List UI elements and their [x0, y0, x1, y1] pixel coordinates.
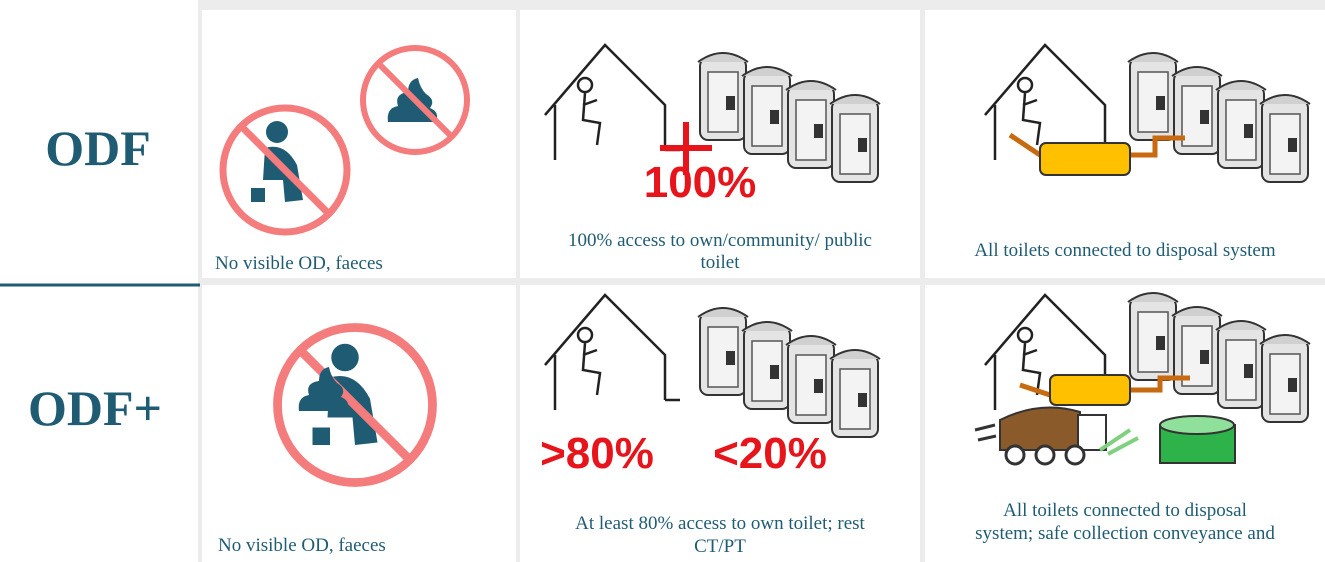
caption: No visible OD, faeces — [218, 535, 386, 556]
figure-label: <20% — [713, 429, 827, 478]
row-label: ODF — [45, 120, 151, 176]
cell — [202, 10, 516, 278]
caption: CT/PT — [694, 536, 746, 557]
caption: All toilets connected to disposal system — [974, 240, 1276, 261]
figure-label: >80% — [540, 429, 654, 478]
caption: system; safe collection conveyance and — [975, 523, 1275, 544]
caption: At least 80% access to own toilet; rest — [575, 513, 865, 534]
caption: No visible OD, faeces — [215, 253, 383, 274]
caption: 100% access to own/community/ public — [568, 230, 872, 251]
figure-label: 100% — [644, 158, 757, 207]
slide: ODF ODF+ 100% >80% <20% — [0, 0, 1325, 562]
row-label: ODF+ — [28, 380, 162, 436]
caption: All toilets connected to disposal — [1003, 500, 1247, 521]
caption: toilet — [700, 252, 740, 273]
